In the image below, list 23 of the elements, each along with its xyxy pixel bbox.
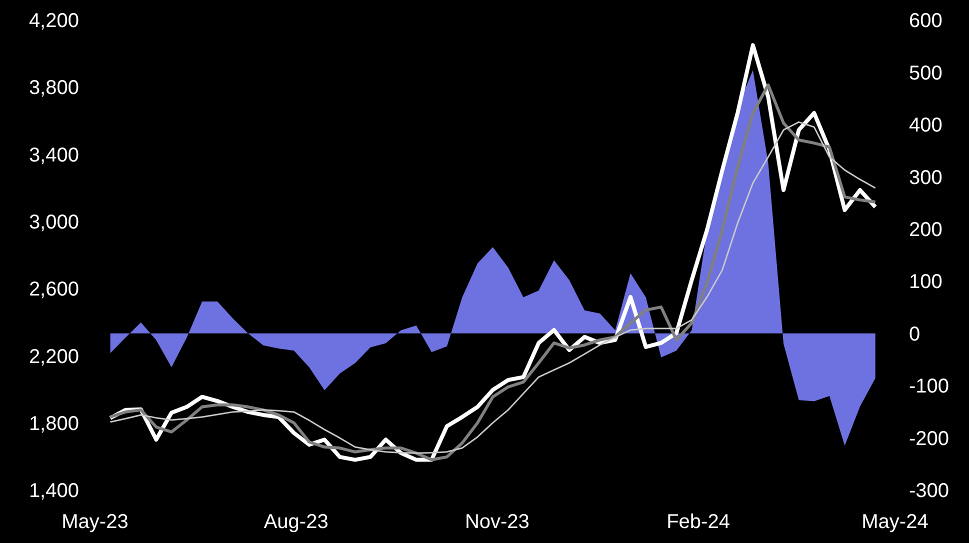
y2-tick-label: -200 <box>909 428 950 450</box>
y-tick-label: 1,400 <box>28 480 79 502</box>
y2-tick-label: -300 <box>909 480 950 502</box>
y-tick-label: 3,400 <box>28 144 79 166</box>
y-tick-label: 3,000 <box>28 212 79 234</box>
x-tick-label: May-23 <box>62 511 128 534</box>
x-tick-label: May-24 <box>862 511 928 534</box>
y2-tick-label: 500 <box>909 62 942 84</box>
y-tick-label: 4,200 <box>28 10 79 32</box>
y-tick-label: 1,800 <box>28 412 79 435</box>
y2-tick-label: 0 <box>909 323 920 346</box>
y2-tick-label: 600 <box>909 10 942 32</box>
x-tick-label: Feb-24 <box>666 511 730 534</box>
y-tick-label: 2,600 <box>28 278 79 301</box>
x-tick-label: Aug-23 <box>264 511 328 534</box>
y-tick-label: 3,800 <box>28 77 79 100</box>
y2-tick-label: 200 <box>909 218 942 241</box>
y2-tick-label: -100 <box>909 376 950 398</box>
y2-tick-label: 100 <box>909 271 942 294</box>
y-tick-label: 2,200 <box>28 346 79 368</box>
y2-tick-label: 300 <box>909 166 942 189</box>
y2-tick-label: 400 <box>909 114 942 137</box>
x-tick-label: Nov-23 <box>464 511 530 534</box>
